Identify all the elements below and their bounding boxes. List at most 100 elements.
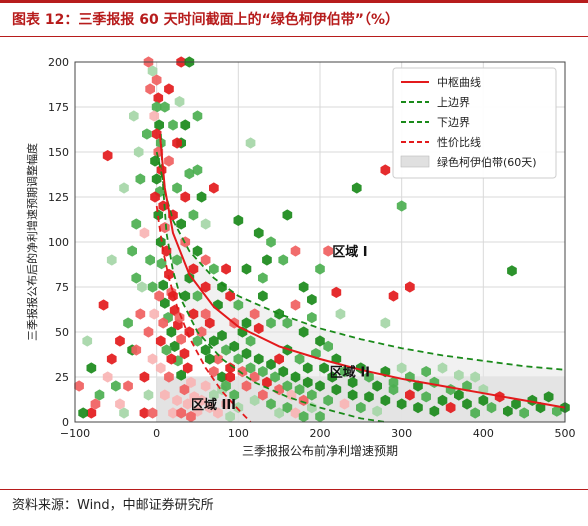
data-point — [364, 371, 374, 383]
data-point — [323, 245, 333, 257]
data-point — [82, 335, 93, 347]
legend-label: 绿色柯伊伯带(60天) — [437, 155, 537, 169]
data-point — [155, 236, 166, 248]
data-point — [274, 353, 284, 365]
data-point — [225, 290, 235, 302]
data-point — [225, 362, 235, 374]
data-point — [347, 389, 358, 401]
data-point — [511, 398, 521, 410]
data-point — [217, 371, 227, 383]
data-point — [127, 245, 137, 257]
data-point — [119, 182, 129, 194]
data-point — [282, 402, 293, 414]
data-point — [315, 380, 325, 392]
data-point — [155, 362, 166, 374]
data-point — [462, 380, 472, 392]
region-label: 区域 II — [330, 365, 370, 381]
data-point — [184, 168, 195, 180]
data-point — [74, 380, 84, 392]
data-point — [168, 119, 178, 131]
data-point — [131, 272, 142, 284]
data-point — [217, 281, 227, 293]
data-point — [274, 407, 284, 419]
data-point — [182, 398, 193, 410]
data-point — [135, 173, 146, 185]
data-point — [315, 411, 325, 423]
data-point — [209, 335, 219, 347]
y-tick-label: 175 — [48, 101, 69, 114]
data-point — [315, 335, 325, 347]
data-point — [204, 317, 215, 329]
data-point — [151, 101, 162, 113]
data-point — [307, 389, 317, 401]
data-point — [176, 407, 186, 419]
data-point — [331, 286, 342, 298]
data-point — [221, 344, 231, 356]
data-point — [339, 398, 350, 410]
data-point — [192, 164, 203, 176]
data-point — [200, 380, 211, 392]
data-point — [174, 96, 185, 108]
data-point — [204, 402, 215, 414]
data-point — [166, 326, 177, 338]
data-point — [319, 362, 329, 374]
data-point — [158, 279, 168, 291]
data-point — [153, 209, 164, 221]
data-point — [347, 376, 358, 388]
data-point — [470, 407, 480, 419]
x-tick-label: 400 — [473, 427, 494, 440]
lower-bound-curve — [159, 133, 386, 423]
data-point — [372, 405, 382, 417]
data-point — [179, 384, 190, 396]
data-point — [249, 394, 260, 406]
data-point — [200, 281, 211, 293]
data-point — [172, 182, 182, 194]
data-point — [270, 371, 280, 383]
data-point — [233, 299, 244, 311]
data-point — [102, 150, 113, 162]
data-point — [133, 146, 144, 158]
x-tick-label: 200 — [310, 427, 331, 440]
title-bar: 图表 12：三季报报 60 天时间截面上的“绿色柯伊伯带”（%） — [0, 9, 588, 31]
data-point — [106, 254, 117, 266]
data-point — [176, 369, 186, 381]
data-point — [225, 411, 235, 423]
data-point — [179, 348, 190, 360]
data-point — [221, 380, 231, 392]
data-point — [131, 218, 142, 230]
data-point — [290, 299, 301, 311]
data-point — [111, 380, 121, 392]
y-tick-label: 50 — [55, 326, 69, 339]
data-point — [161, 344, 172, 356]
region-label: 区域 III — [191, 397, 236, 413]
data-point — [421, 391, 431, 403]
x-tick-label: 0 — [153, 427, 160, 440]
data-point — [192, 290, 203, 302]
data-point — [266, 236, 276, 248]
data-point — [339, 366, 350, 378]
data-point — [137, 281, 147, 293]
data-point — [209, 263, 219, 275]
data-point — [166, 353, 177, 365]
data-point — [168, 407, 178, 419]
data-point — [298, 326, 309, 338]
data-point — [145, 83, 155, 95]
data-point — [278, 254, 289, 266]
data-point — [302, 376, 313, 388]
data-point — [503, 405, 513, 417]
data-point — [245, 362, 256, 374]
data-point — [388, 290, 399, 302]
data-point — [282, 380, 293, 392]
data-point — [149, 308, 160, 320]
data-point — [160, 297, 170, 309]
x-tick-label: 300 — [391, 427, 412, 440]
chart-container: −100 0 100 200 300 400 500 0 25 50 75 100 125 150 175 2… — [0, 40, 588, 480]
data-point — [115, 335, 125, 347]
data-point — [189, 391, 200, 403]
data-point — [196, 326, 207, 338]
data-point — [286, 389, 297, 401]
data-point — [153, 92, 164, 104]
data-point — [237, 366, 248, 378]
data-point — [154, 119, 164, 131]
annotations: 区域 I 区域 II 区域 III — [191, 244, 370, 413]
